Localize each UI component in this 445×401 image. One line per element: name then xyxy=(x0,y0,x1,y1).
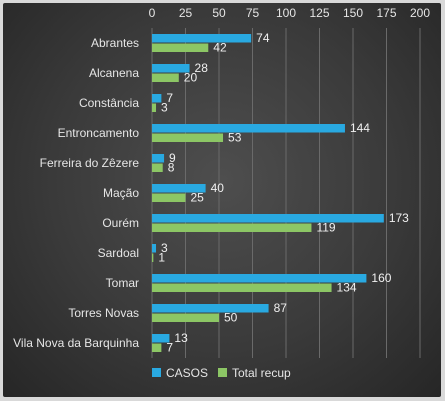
x-tick-label: 50 xyxy=(212,6,226,20)
casos-bar xyxy=(152,184,206,193)
casos-bar xyxy=(152,34,252,43)
casos-bar xyxy=(152,124,345,133)
casos-bar xyxy=(152,304,269,313)
category-label: Ferreira do Zêzere xyxy=(40,156,140,170)
casos-data-label: 87 xyxy=(274,301,288,315)
x-tick-label: 0 xyxy=(149,6,156,20)
legend-label-casos: CASOS xyxy=(166,366,208,380)
total-recup-data-label: 119 xyxy=(316,221,335,235)
chart-panel xyxy=(3,3,441,397)
category-label: Mação xyxy=(103,186,139,200)
total-recup-bar xyxy=(152,283,332,292)
x-tick-label: 175 xyxy=(376,6,396,20)
total-recup-bar xyxy=(152,253,154,262)
total-recup-bar xyxy=(152,223,312,232)
legend-label-total-recup: Total recup xyxy=(232,366,291,380)
x-tick-label: 75 xyxy=(246,6,260,20)
casos-data-label: 144 xyxy=(350,121,370,135)
casos-bar xyxy=(152,154,165,163)
total-recup-bar xyxy=(152,73,179,82)
total-recup-bar xyxy=(152,43,209,52)
category-label: Vila Nova da Barquinha xyxy=(13,336,139,350)
total-recup-bar xyxy=(152,163,163,172)
total-recup-data-label: 20 xyxy=(184,71,198,85)
x-tick-label: 25 xyxy=(179,6,193,20)
category-label: Abrantes xyxy=(91,36,139,50)
casos-data-label: 173 xyxy=(389,211,409,225)
category-label: Entroncamento xyxy=(58,126,140,140)
legend-swatch-total-recup xyxy=(218,368,227,377)
category-label: Constância xyxy=(79,96,139,110)
casos-bar xyxy=(152,64,190,73)
casos-bar xyxy=(152,334,170,343)
casos-bar xyxy=(152,94,162,103)
total-recup-data-label: 7 xyxy=(166,341,173,355)
casos-data-label: 7 xyxy=(166,91,173,105)
total-recup-data-label: 42 xyxy=(213,41,227,55)
category-label: Torres Novas xyxy=(68,306,139,320)
x-tick-label: 200 xyxy=(410,6,430,20)
total-recup-data-label: 134 xyxy=(337,281,357,295)
casos-data-label: 9 xyxy=(169,151,176,165)
total-recup-data-label: 50 xyxy=(224,311,238,325)
category-label: Ourém xyxy=(102,216,139,230)
category-label: Sardoal xyxy=(98,246,139,260)
casos-data-label: 40 xyxy=(211,181,225,195)
legend-swatch-casos xyxy=(152,368,161,377)
casos-data-label: 74 xyxy=(256,31,270,45)
category-label: Alcanena xyxy=(89,66,139,80)
casos-bar xyxy=(152,244,157,253)
category-label: Tomar xyxy=(106,276,139,290)
total-recup-data-label: 8 xyxy=(168,161,175,175)
x-tick-label: 125 xyxy=(309,6,329,20)
total-recup-data-label: 3 xyxy=(161,101,168,115)
total-recup-bar xyxy=(152,313,219,322)
total-recup-bar xyxy=(152,103,157,112)
casos-data-label: 160 xyxy=(371,271,391,285)
total-recup-bar xyxy=(152,193,186,202)
casos-data-label: 3 xyxy=(161,241,168,255)
casos-bar xyxy=(152,274,367,283)
total-recup-bar xyxy=(152,133,224,142)
total-recup-bar xyxy=(152,343,162,352)
total-recup-data-label: 1 xyxy=(158,251,165,265)
total-recup-data-label: 53 xyxy=(228,131,242,145)
x-tick-label: 100 xyxy=(276,6,296,20)
casos-data-label: 13 xyxy=(174,331,188,345)
casos-bar xyxy=(152,214,384,223)
casos-data-label: 28 xyxy=(195,61,209,75)
total-recup-data-label: 25 xyxy=(191,191,205,205)
x-tick-label: 150 xyxy=(343,6,363,20)
